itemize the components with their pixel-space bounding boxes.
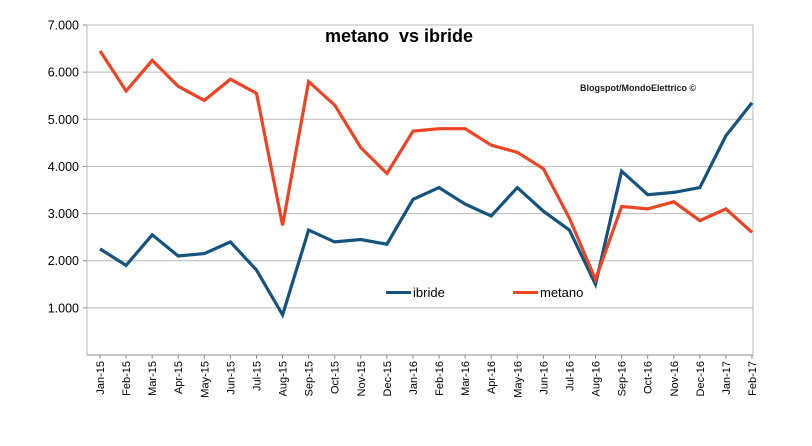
- y-tick-label: 4.000: [48, 160, 79, 174]
- x-tick-label: May-16: [512, 361, 524, 398]
- x-tick-label: Jan-16: [408, 361, 420, 395]
- x-tick-label: Jun-15: [225, 361, 237, 395]
- watermark-text: Blogspot/MondoElettrico ©: [580, 83, 697, 93]
- y-tick-label: 2.000: [48, 254, 79, 268]
- x-tick-label: Jul-15: [251, 361, 263, 391]
- y-tick-label: 3.000: [48, 207, 79, 221]
- x-tick-label: Apr-15: [173, 361, 185, 394]
- x-tick-label: Jun-16: [538, 361, 550, 395]
- x-tick-label: Feb-16: [434, 361, 446, 396]
- y-tick-label: 7.000: [48, 19, 79, 33]
- x-tick-label: Feb-17: [747, 361, 759, 396]
- legend-line-sample-ibride: [386, 290, 411, 294]
- x-tick-label: Jan-15: [95, 361, 107, 395]
- x-tick-label: Mar-15: [147, 361, 159, 396]
- legend-label-metano: metano: [540, 284, 584, 300]
- x-tick-label: May-15: [199, 361, 211, 398]
- series-line-ibride: [99, 101, 754, 319]
- x-tick-label: Oct-16: [643, 361, 655, 394]
- series-line-metano: [98, 50, 754, 284]
- x-tick-label: Nov-16: [669, 361, 681, 396]
- x-tick-label: Sep-15: [304, 361, 316, 396]
- y-tick-label: 6.000: [48, 66, 79, 80]
- plot-frame: [86, 24, 754, 356]
- x-tick-label: Dec-15: [382, 361, 394, 396]
- x-tick-label: Dec-16: [695, 361, 707, 396]
- x-tick-label: Aug-15: [278, 361, 290, 396]
- x-tick-label: Jan-17: [721, 361, 733, 395]
- x-tick-label: Apr-16: [486, 361, 498, 394]
- y-tick-label: 5.000: [48, 113, 79, 127]
- legend-item-ibride: ibride: [386, 284, 445, 300]
- chart-title: metano vs ibride: [324, 26, 474, 46]
- x-tick-label: Oct-15: [330, 361, 342, 394]
- y-tick-label: 1.000: [48, 301, 79, 315]
- x-tick-label: Sep-16: [617, 361, 629, 396]
- legend-item-metano: metano: [513, 284, 583, 300]
- x-tick-label: Nov-15: [356, 361, 368, 396]
- x-tick-label: Feb-15: [121, 361, 133, 396]
- legend-label-ibride: ibride: [413, 284, 445, 300]
- x-tick-label: Mar-16: [460, 361, 472, 396]
- legend-line-sample-metano: [513, 290, 538, 294]
- x-tick-label: Jul-16: [564, 361, 576, 391]
- x-tick-label: Aug-16: [591, 361, 603, 396]
